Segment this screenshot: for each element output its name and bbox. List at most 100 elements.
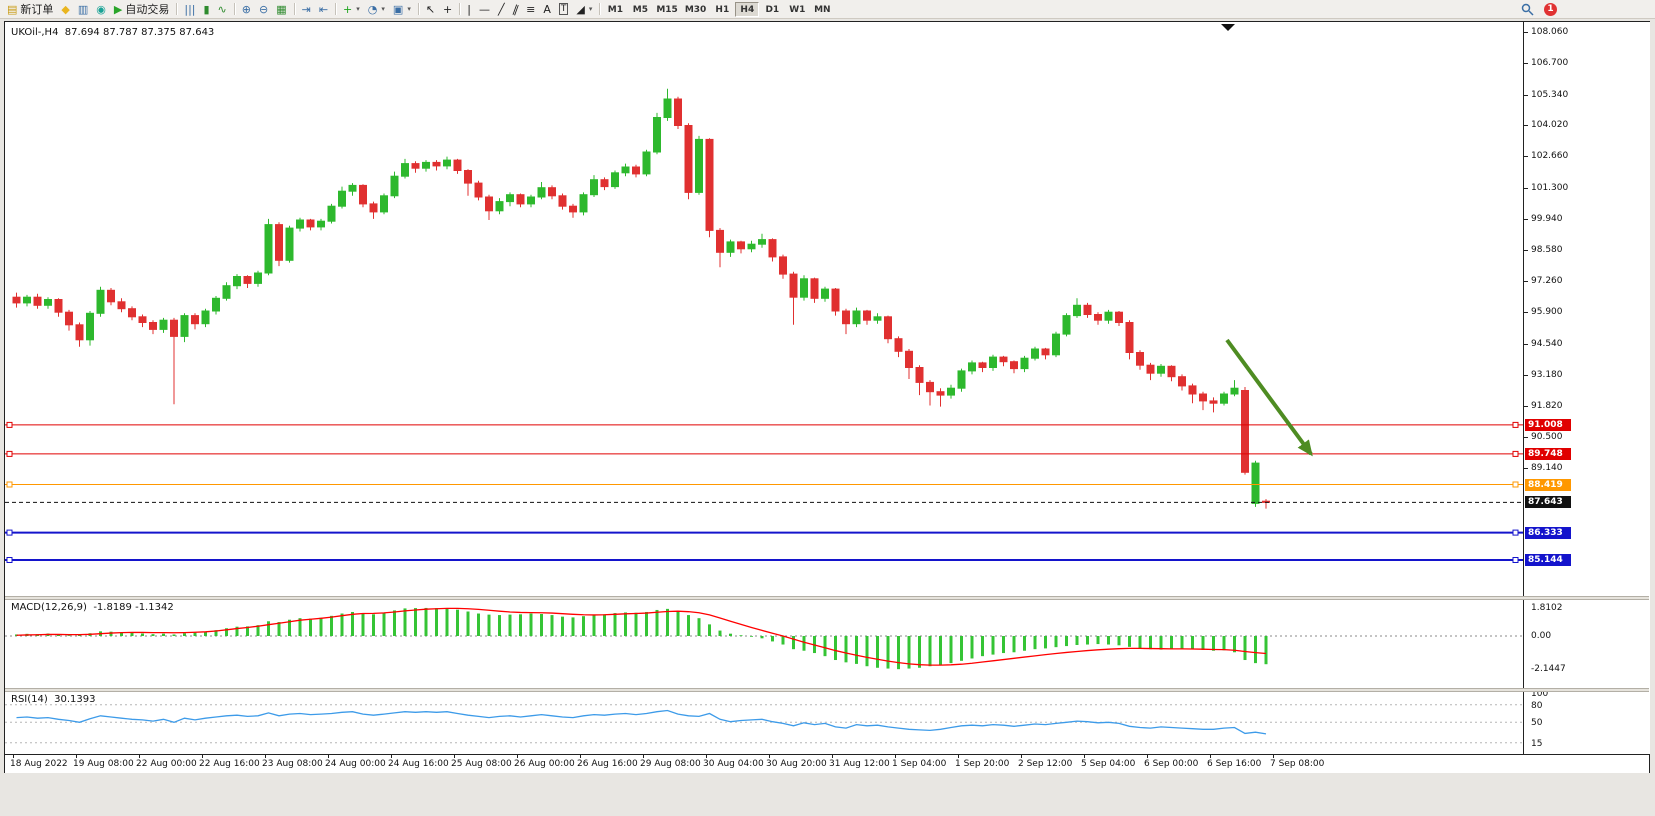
time-axis-label: 22 Aug 00:00: [136, 759, 197, 769]
macd-axis-label: 0.00: [1531, 631, 1552, 641]
candle-body: [789, 273, 798, 298]
toolbar-separator: [335, 3, 337, 15]
price-axis-label: 90.500: [1531, 431, 1563, 442]
candle-body: [432, 161, 441, 167]
time-axis-label: 26 Aug 00:00: [514, 759, 575, 769]
candlestick-chart-button[interactable]: ▮: [199, 1, 213, 17]
text-button[interactable]: A: [539, 1, 555, 17]
price-badge-91.008: 91.008: [1525, 418, 1571, 431]
rsi-indicator-panel[interactable]: [5, 692, 1523, 754]
line-handle[interactable]: [6, 421, 13, 428]
price-badge-88.419: 88.419: [1525, 478, 1571, 491]
text-label-button[interactable]: T: [555, 1, 573, 17]
candle-body: [23, 296, 31, 304]
candle-body: [54, 299, 63, 313]
time-axis-label: 7 Sep 08:00: [1270, 759, 1325, 769]
vertical-line-icon: |: [467, 2, 471, 16]
candle-body: [1041, 348, 1050, 356]
trendline-button[interactable]: ╱: [494, 1, 509, 17]
line-handle[interactable]: [1512, 421, 1519, 428]
charts-window-button[interactable]: ▥: [74, 1, 92, 17]
crosshair-icon: +: [443, 2, 453, 16]
mql5-community-button[interactable]: ◆: [57, 1, 73, 17]
timeframe-m1[interactable]: M1: [603, 2, 627, 17]
time-axis-label: 1 Sep 20:00: [955, 759, 1010, 769]
candle-body: [1010, 361, 1018, 370]
price-axis-label: 102.660: [1531, 151, 1569, 162]
zoom-out-button[interactable]: ⊖: [255, 1, 272, 17]
search-button[interactable]: [1521, 3, 1534, 16]
candle-body: [390, 175, 399, 197]
candle-body: [1167, 365, 1176, 378]
auto-scroll-button[interactable]: ⇥: [298, 1, 315, 17]
candle-body: [1241, 390, 1249, 473]
price-axis[interactable]: 91.008 89.748 88.419 87.643 86.333 85.144 108.…: [1523, 22, 1650, 754]
line-handle[interactable]: [1512, 557, 1519, 563]
templates-icon: ▣: [392, 2, 404, 16]
candle-body: [1230, 387, 1239, 395]
timeframe-h1[interactable]: H1: [710, 2, 734, 17]
periods-button[interactable]: ◔ ▾: [364, 1, 389, 17]
candle-body: [779, 256, 787, 275]
equidistant-channel-button[interactable]: ∥: [509, 1, 523, 17]
indicators-button[interactable]: + ▾: [339, 1, 364, 17]
timeframe-m30[interactable]: M30: [682, 2, 709, 17]
panel-splitter[interactable]: [5, 596, 1649, 600]
timeframe-d1[interactable]: D1: [760, 2, 784, 17]
line-handle[interactable]: [1512, 529, 1519, 536]
horizontal-line-button[interactable]: —: [475, 1, 494, 17]
arrows-tool-button[interactable]: ◢ ▾: [572, 1, 596, 17]
candle-body: [1199, 393, 1207, 402]
candle-body: [138, 316, 147, 323]
candle-body: [768, 239, 777, 258]
chart-symbol-period: UKOil-,H4: [11, 27, 59, 38]
panel-splitter[interactable]: [5, 688, 1649, 692]
candle-body: [348, 184, 357, 192]
zoom-in-button[interactable]: ⊕: [238, 1, 255, 17]
line-handle[interactable]: [1512, 450, 1519, 457]
time-axis-tick: [202, 755, 203, 758]
price-axis-label: 104.020: [1531, 120, 1569, 131]
main-price-chart[interactable]: [5, 22, 1523, 596]
new-order-button[interactable]: ▤ 新订单: [3, 1, 57, 17]
candle-body: [474, 182, 483, 198]
price-badge-87.643: 87.643: [1525, 496, 1571, 509]
time-axis-tick: [832, 755, 833, 758]
cursor-button[interactable]: ↖: [422, 1, 439, 17]
vertical-line-button[interactable]: |: [463, 1, 475, 17]
fibonacci-button[interactable]: ≡: [522, 1, 539, 17]
candle-body: [642, 151, 651, 175]
line-handle[interactable]: [6, 450, 13, 457]
zoom-out-icon: ⊖: [258, 2, 269, 16]
line-handle[interactable]: [6, 557, 13, 563]
horizontal-line-icon: —: [478, 2, 490, 16]
line-chart-icon: ∿: [217, 2, 227, 16]
line-handle[interactable]: [6, 529, 13, 536]
timeframe-mn[interactable]: MN: [810, 2, 834, 17]
macd-indicator-panel[interactable]: [5, 600, 1523, 688]
bar-chart-button[interactable]: |||: [180, 1, 199, 17]
line-chart-button[interactable]: ∿: [214, 1, 231, 17]
candle-body: [338, 190, 346, 207]
candle-body: [800, 278, 808, 298]
line-handle[interactable]: [6, 481, 13, 488]
auto-trading-button[interactable]: ▶ 自动交易: [110, 1, 173, 17]
crosshair-button[interactable]: +: [439, 1, 456, 17]
candle-body: [180, 315, 189, 337]
timeframe-w1[interactable]: W1: [785, 2, 809, 17]
trend-arrow-annotation[interactable]: [1225, 338, 1313, 457]
notification-badge[interactable]: 1: [1544, 2, 1557, 16]
timeframe-h4[interactable]: H4: [735, 1, 760, 17]
timeframe-m5[interactable]: M5: [628, 2, 652, 17]
candle-body: [201, 310, 210, 325]
support-button[interactable]: ◉: [92, 1, 110, 17]
candle-body: [453, 159, 462, 172]
new-order-icon: ▤: [7, 2, 18, 16]
timeframe-m15[interactable]: M15: [653, 2, 680, 17]
line-handle[interactable]: [1512, 481, 1519, 488]
time-axis[interactable]: 18 Aug 2022 19 Aug 08:00 22 Aug 00:00 22 Au…: [5, 754, 1649, 773]
chart-shift-button[interactable]: ⇤: [315, 1, 332, 17]
tile-windows-button[interactable]: ▦: [272, 1, 290, 17]
time-axis-label: 5 Sep 04:00: [1081, 759, 1136, 769]
templates-button[interactable]: ▣ ▾: [389, 1, 415, 17]
